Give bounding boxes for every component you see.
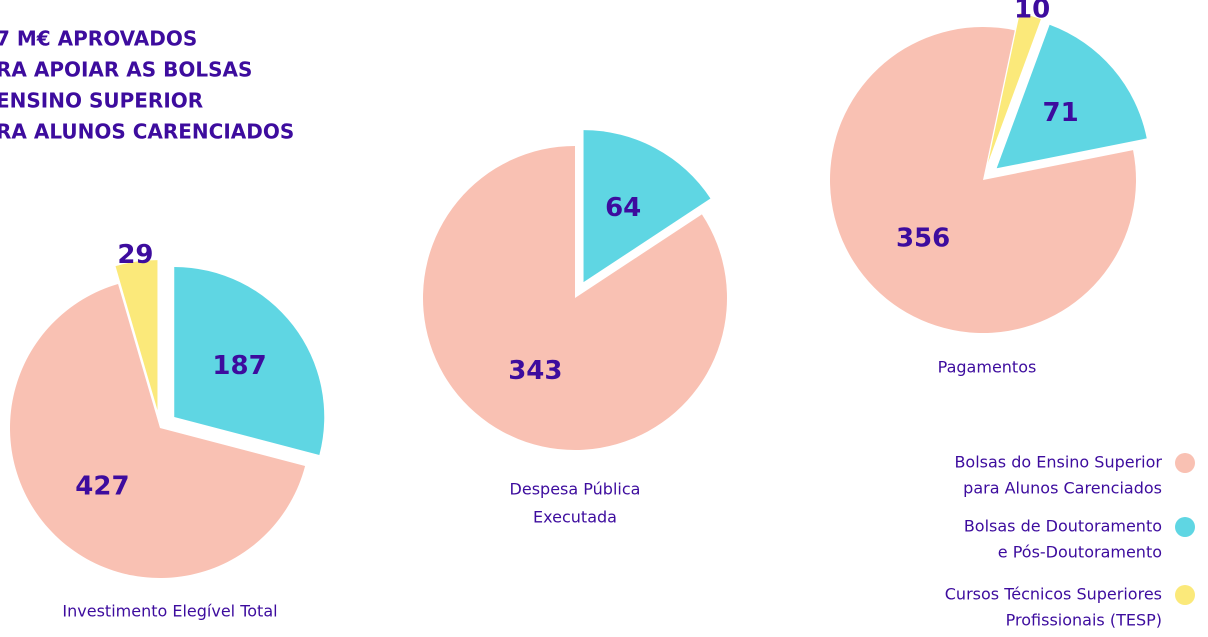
legend-label: Bolsas do Ensino Superior [954, 453, 1162, 472]
legend-label: Bolsas de Doutoramento [964, 517, 1162, 536]
title: RA APOIAR AS BOLSAS [0, 58, 252, 82]
legend-label: e Pós-Doutoramento [998, 543, 1162, 562]
value-label: 10 [1014, 0, 1050, 24]
pie-slice [115, 260, 158, 411]
pie-label: Pagamentos [938, 358, 1037, 377]
pie-slice [830, 27, 1136, 334]
pie-slice [423, 146, 728, 450]
title: ENSINO SUPERIOR [0, 89, 203, 113]
pie-slice [174, 267, 325, 456]
pie-slice [583, 130, 711, 283]
legend-label: para Alunos Carenciados [963, 479, 1162, 498]
value-label: 187 [212, 351, 266, 381]
legend-label: Profissionais (TESP) [1006, 611, 1162, 630]
legend-swatch [1175, 453, 1195, 473]
value-label: 64 [605, 193, 641, 223]
value-label: 356 [896, 224, 950, 254]
title: RA ALUNOS CARENCIADOS [0, 120, 294, 144]
pie-label: Despesa Pública [510, 480, 641, 499]
legend-label: Cursos Técnicos Superiores [945, 585, 1162, 604]
pie-slice [10, 283, 306, 578]
pie-label: Investimento Elegível Total [62, 602, 277, 621]
legend-swatch [1175, 585, 1195, 605]
value-label: 427 [75, 472, 129, 502]
pie-slice [987, 13, 1041, 163]
legend-swatch [1175, 517, 1195, 537]
value-label: 29 [117, 240, 153, 270]
value-label: 343 [508, 356, 562, 386]
title: 7 M€ APROVADOS [0, 27, 197, 51]
value-label: 71 [1043, 98, 1079, 128]
pie-label: Executada [533, 508, 617, 527]
pie-slice [996, 24, 1147, 169]
